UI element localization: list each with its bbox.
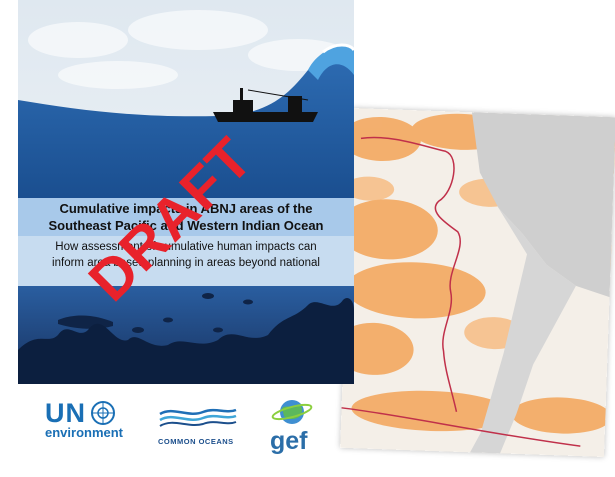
gef-logo: gef (270, 398, 314, 455)
report-subtitle-line-1: How assessment of cumulative human impac… (55, 241, 317, 253)
globe-icon (271, 400, 313, 424)
report-title-line-2: Southeast Pacific and Western Indian Oce… (48, 218, 324, 233)
report-subtitle-line-2: inform area based planning in areas beyo… (52, 257, 320, 269)
un-emblem-icon (91, 401, 115, 425)
un-logo-text: UN (45, 398, 86, 428)
report-title-line-1: Cumulative impacts in ABNJ areas of the (59, 201, 313, 216)
common-oceans-logo: COMMON OCEANS (158, 404, 240, 446)
common-oceans-text: COMMON OCEANS (158, 437, 234, 446)
cover-illustration (18, 0, 354, 384)
impact-map-graphic (340, 108, 615, 458)
title-band: Cumulative impacts in ABNJ areas of the … (18, 198, 354, 236)
gef-text: gef (270, 427, 308, 455)
un-environment-text: environment (45, 425, 124, 440)
un-environment-logo: UN environment (45, 400, 123, 440)
waves-icon (159, 408, 237, 427)
impact-map-image (340, 108, 615, 458)
report-cover: Cumulative impacts in ABNJ areas of the … (18, 0, 354, 384)
